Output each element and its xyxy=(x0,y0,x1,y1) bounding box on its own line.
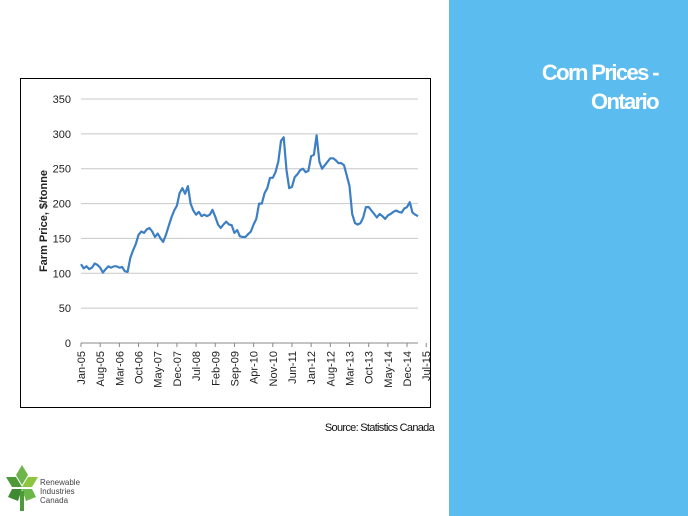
corn-price-chart: 0 50 100 150 200 250 300 350 Farm Price, $/tonne… xyxy=(38,94,432,388)
logo-text: Renewable Industries Canada xyxy=(40,478,80,505)
slide-title-line2: Ontario xyxy=(590,89,660,114)
x-tick-label: Jul-08 xyxy=(191,351,203,381)
x-tick-label: Dec-14 xyxy=(402,351,414,386)
side-panel xyxy=(449,0,688,516)
x-tick-label: May-07 xyxy=(153,351,165,388)
y-axis-title: Farm Price, $/tonne xyxy=(38,170,50,272)
x-tick-label: Feb-09 xyxy=(210,351,222,386)
slide-title-line1: Corn Prices - xyxy=(541,60,660,85)
y-tick-label: 250 xyxy=(53,164,71,176)
y-tick-label: 200 xyxy=(53,199,71,211)
x-tick-label: Jun-11 xyxy=(287,351,299,384)
price-series-line xyxy=(80,134,419,274)
x-tick-label: Jan-12 xyxy=(306,351,318,385)
x-tick-label: Sep-09 xyxy=(229,351,241,386)
x-tick-label: Nov-10 xyxy=(268,351,280,386)
chart-frame: 0 50 100 150 200 250 300 350 Farm Price, $/tonne… xyxy=(20,78,432,408)
x-tick-label: Apr-10 xyxy=(249,351,261,384)
logo-line2: Industries xyxy=(40,487,75,496)
y-tick-label: 300 xyxy=(53,129,71,141)
renewable-industries-canada-logo xyxy=(6,465,38,511)
x-tick-label: Dec-07 xyxy=(172,351,184,386)
x-tick-label: Mar-06 xyxy=(114,351,126,386)
y-tick-label: 50 xyxy=(59,303,71,315)
y-tick-label: 350 xyxy=(53,94,71,106)
slide-title: Corn Prices - Ontario xyxy=(458,58,660,116)
y-tick-label: 100 xyxy=(53,268,71,280)
x-tick-label: Aug-05 xyxy=(95,351,107,386)
x-tick-label: Oct-06 xyxy=(134,351,146,384)
x-tick-label: May-14 xyxy=(383,351,395,388)
logo-line3: Canada xyxy=(40,496,69,505)
source-note: Source: Statistics Canada xyxy=(324,422,435,434)
x-tick-label: Jul-15 xyxy=(421,351,432,381)
x-tick-label: Jan-05 xyxy=(76,351,88,385)
y-tick-label: 0 xyxy=(65,338,71,350)
leaf-icon xyxy=(6,465,38,511)
x-tick-label: Aug-12 xyxy=(325,351,337,386)
x-tick-label: Oct-13 xyxy=(364,351,376,384)
x-tick-label: Mar-13 xyxy=(345,351,357,386)
y-tick-label: 150 xyxy=(53,233,71,245)
logo-line1: Renewable xyxy=(40,478,81,487)
